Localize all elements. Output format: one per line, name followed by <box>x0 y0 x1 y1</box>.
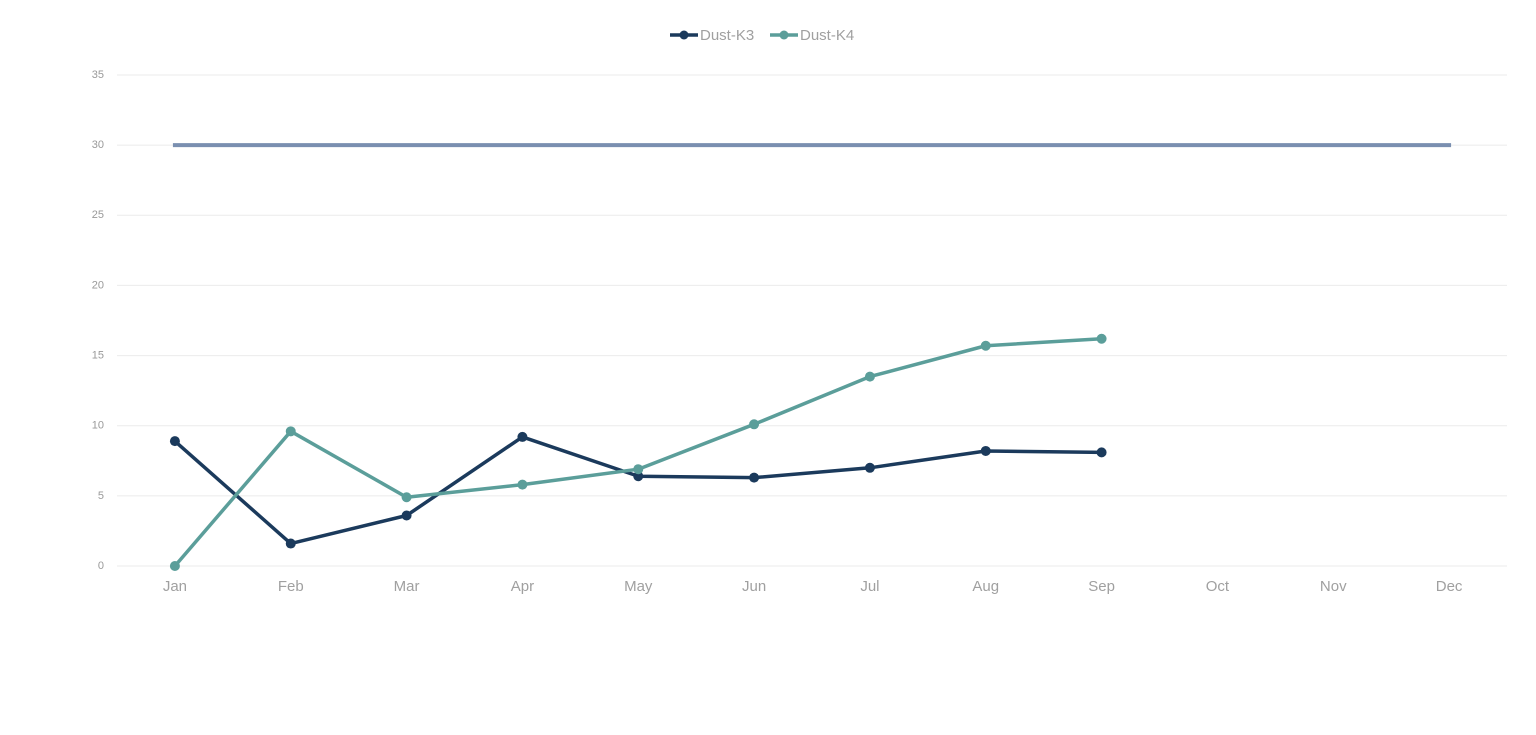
data-point <box>749 472 760 483</box>
y-tick-label: 10 <box>92 420 104 432</box>
y-tick-label: 15 <box>92 349 104 361</box>
data-point <box>633 471 644 482</box>
data-point <box>401 510 412 521</box>
legend-marker <box>779 30 789 40</box>
legend-marker <box>679 30 689 40</box>
data-point <box>285 426 296 437</box>
x-tick-label: Apr <box>511 578 534 595</box>
data-point <box>285 538 296 549</box>
y-tick-label: 5 <box>98 490 104 502</box>
legend-label: Dust-K4 <box>800 27 854 44</box>
legend-label: Dust-K3 <box>700 27 754 44</box>
y-tick-label: 20 <box>92 279 104 291</box>
data-point <box>980 340 991 351</box>
x-tick-label: Oct <box>1206 578 1230 595</box>
x-tick-label: Aug <box>972 578 999 595</box>
x-tick-label: Jan <box>163 578 187 595</box>
x-tick-label: Mar <box>394 578 420 595</box>
data-point <box>169 561 180 571</box>
data-point <box>864 462 875 473</box>
data-point <box>633 464 644 475</box>
data-point <box>980 445 991 456</box>
y-tick-label: 0 <box>98 560 104 572</box>
x-tick-label: Dec <box>1436 578 1463 595</box>
data-point <box>517 479 528 490</box>
y-tick-label: 35 <box>92 69 104 81</box>
series-line <box>173 336 1102 568</box>
x-tick-label: Jun <box>742 578 766 595</box>
data-point <box>749 419 760 430</box>
y-tick-label: 30 <box>92 139 104 151</box>
x-tick-label: Nov <box>1320 578 1347 595</box>
data-point <box>1096 447 1107 458</box>
data-point <box>401 492 412 503</box>
data-point <box>517 431 528 442</box>
x-tick-label: Jul <box>860 578 879 595</box>
data-point <box>864 371 875 382</box>
x-tick-label: Feb <box>278 578 304 595</box>
data-point <box>1096 333 1107 344</box>
x-tick-label: Sep <box>1088 578 1115 595</box>
y-tick-label: 25 <box>92 209 104 221</box>
x-tick-label: May <box>624 578 653 595</box>
series-line <box>173 435 1102 546</box>
data-point <box>169 436 180 447</box>
